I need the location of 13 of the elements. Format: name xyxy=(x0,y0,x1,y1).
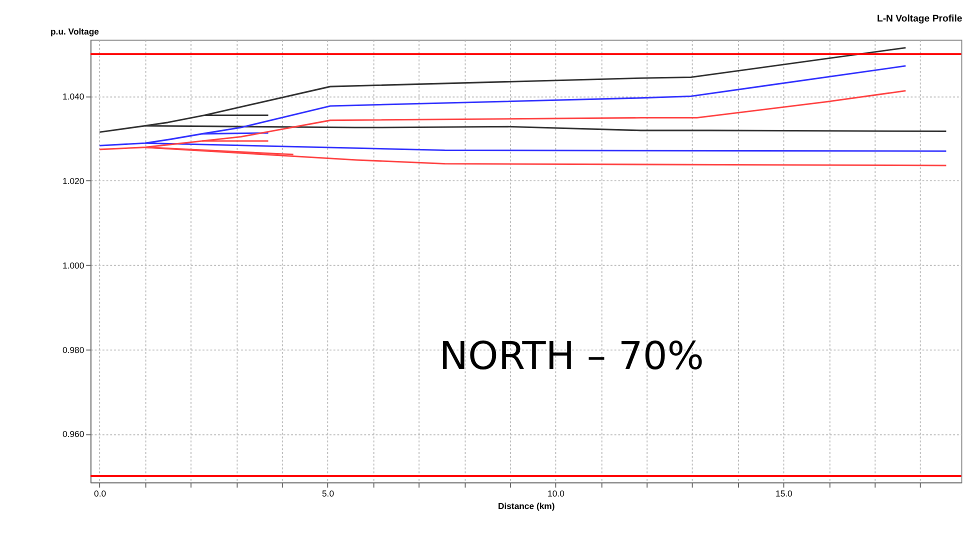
y-tick-label: 1.040 xyxy=(62,92,84,102)
x-tick-label: 15.0 xyxy=(776,488,793,498)
y-tick-label: 1.000 xyxy=(62,260,84,270)
y-axis-title: p.u. Voltage xyxy=(50,26,100,36)
y-tick-label: 0.960 xyxy=(62,429,84,440)
x-tick-label: 5.0 xyxy=(322,488,334,498)
y-tick-label: 0.980 xyxy=(62,344,84,355)
annotation: NORTH – 70% xyxy=(439,334,704,379)
chart-title: L-N Voltage Profile xyxy=(876,13,963,24)
y-tick-label: 1.020 xyxy=(62,176,84,186)
x-axis-title: Distance (km) xyxy=(498,500,555,511)
x-tick-label: 10.0 xyxy=(548,488,565,498)
x-tick-label: 0.0 xyxy=(94,488,106,498)
